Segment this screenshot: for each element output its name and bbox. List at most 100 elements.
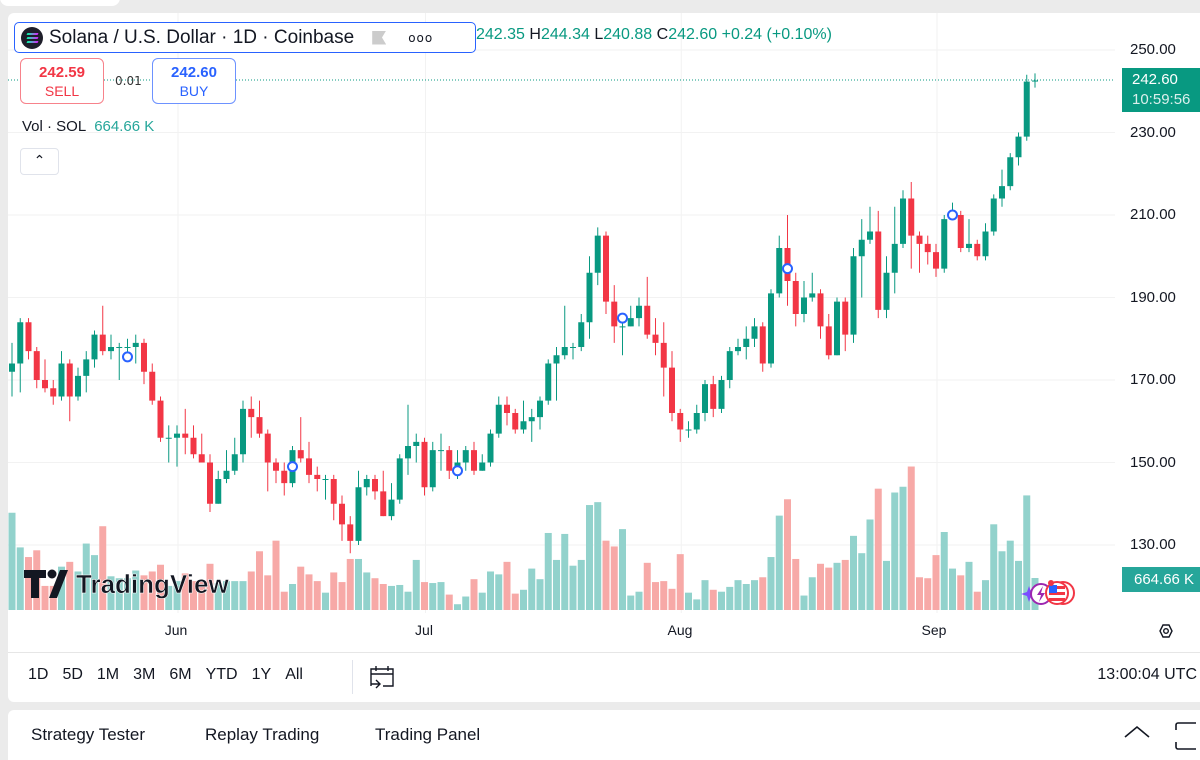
buy-button[interactable]: 242.60 BUY <box>152 58 236 104</box>
divider <box>8 652 1200 653</box>
tab-replay-trading[interactable]: Replay Trading <box>205 725 320 744</box>
candle-body <box>636 305 642 319</box>
range-3m[interactable]: 3M <box>133 666 156 683</box>
range-1m[interactable]: 1M <box>96 666 120 683</box>
candle-body <box>91 334 98 360</box>
volume-bar <box>421 582 428 610</box>
volume-bar <box>58 566 65 610</box>
candle-body <box>735 347 741 352</box>
volume-bar <box>965 561 973 610</box>
high-value: 244.34 <box>540 26 590 43</box>
event-marker <box>122 351 133 363</box>
price-tick: 170.00 <box>1130 371 1176 388</box>
event-marker <box>617 312 628 324</box>
volume-bar <box>520 589 527 610</box>
volume-bar <box>478 592 486 610</box>
candle-body <box>297 450 304 459</box>
volume-bar <box>198 581 206 610</box>
chevron-up-icon[interactable] <box>1122 724 1152 740</box>
symbol-legend[interactable]: Solana / U.S. Dollar · 1D · Coinbase ooo <box>14 22 476 53</box>
candle-body <box>677 413 684 430</box>
close-value: 242.60 <box>668 26 718 43</box>
candles <box>9 73 1038 554</box>
range-ytd[interactable]: YTD <box>205 666 238 683</box>
candle-body <box>264 433 271 463</box>
candle-body <box>149 371 156 401</box>
volume-bar <box>1006 540 1014 610</box>
time-axis-label: Jul <box>415 622 433 638</box>
candle-body <box>1007 157 1014 187</box>
tradingview-watermark: TradingView <box>24 569 230 599</box>
volume-bar <box>41 585 49 610</box>
tv-logo-mark <box>24 570 46 598</box>
candle-body <box>281 470 288 484</box>
range-1y[interactable]: 1Y <box>251 666 272 683</box>
volume-bar <box>891 492 899 610</box>
candle-body <box>33 351 40 380</box>
candle-body <box>421 441 428 488</box>
candle-body <box>17 322 24 364</box>
volume-bar <box>957 575 965 610</box>
volume-bar <box>157 564 164 610</box>
sell-button[interactable]: 242.59 SELL <box>20 58 104 104</box>
candle-body <box>603 235 609 302</box>
candle-body <box>396 458 403 500</box>
symbol-title[interactable]: Solana / U.S. Dollar · 1D · Coinbase <box>49 26 355 48</box>
range-5d[interactable]: 5D <box>62 666 83 683</box>
volume-bar <box>808 577 816 610</box>
candle-body <box>842 301 849 335</box>
utc-clock[interactable]: 13:00:04 UTC <box>1097 666 1197 683</box>
volume-bar <box>685 592 692 610</box>
volume-legend[interactable]: Vol · SOL 664.66 K <box>22 118 154 135</box>
volume-bar <box>1015 560 1022 610</box>
candle-body <box>966 243 972 248</box>
candle-body <box>644 305 651 335</box>
volume-bar <box>751 580 758 610</box>
candle-body <box>990 198 997 232</box>
candle-body <box>66 363 73 397</box>
volume-bar <box>586 505 593 610</box>
candle-body <box>537 400 543 418</box>
maximize-icon[interactable] <box>1175 722 1200 752</box>
tab-strategy-tester[interactable]: Strategy Tester <box>31 725 146 744</box>
candle-body <box>660 342 667 368</box>
volume-bar <box>470 579 478 610</box>
candle-body <box>776 248 783 294</box>
candle-body <box>487 433 494 463</box>
volume-bar <box>643 562 651 610</box>
range-6m[interactable]: 6M <box>169 666 192 683</box>
collapse-legend-button[interactable]: ⌃ <box>20 148 59 175</box>
candle-body <box>669 367 675 413</box>
candle-body <box>586 272 593 323</box>
volume-bar <box>412 559 420 610</box>
candle-body <box>207 462 213 504</box>
low-label: L <box>594 26 604 43</box>
candle-body <box>999 186 1005 199</box>
candle-body <box>42 380 48 389</box>
candle-body <box>504 404 510 413</box>
candle-body <box>792 281 799 314</box>
go-to-date-icon[interactable] <box>369 664 397 690</box>
candle-body <box>174 433 180 438</box>
volume-bar <box>74 571 82 610</box>
flag-icon[interactable] <box>372 30 387 45</box>
volume-bar <box>297 566 305 610</box>
volume-bar <box>437 582 445 610</box>
volume-bar <box>404 591 412 610</box>
volume-bar <box>553 559 560 610</box>
volume-bar <box>759 577 767 610</box>
candle-body <box>157 400 164 438</box>
tab-trading-panel[interactable]: Trading Panel <box>375 725 481 744</box>
candle-body <box>1023 81 1030 137</box>
more-options-icon[interactable]: ooo <box>408 30 434 45</box>
candle-body <box>710 384 717 409</box>
candle-body <box>438 450 444 452</box>
volume-bar <box>907 466 915 610</box>
candle-body <box>215 479 222 504</box>
range-all[interactable]: All <box>285 666 303 683</box>
volume-bar <box>231 581 239 610</box>
buy-price: 242.60 <box>171 64 217 81</box>
volume-bar <box>817 563 824 610</box>
range-1d[interactable]: 1D <box>28 666 49 683</box>
